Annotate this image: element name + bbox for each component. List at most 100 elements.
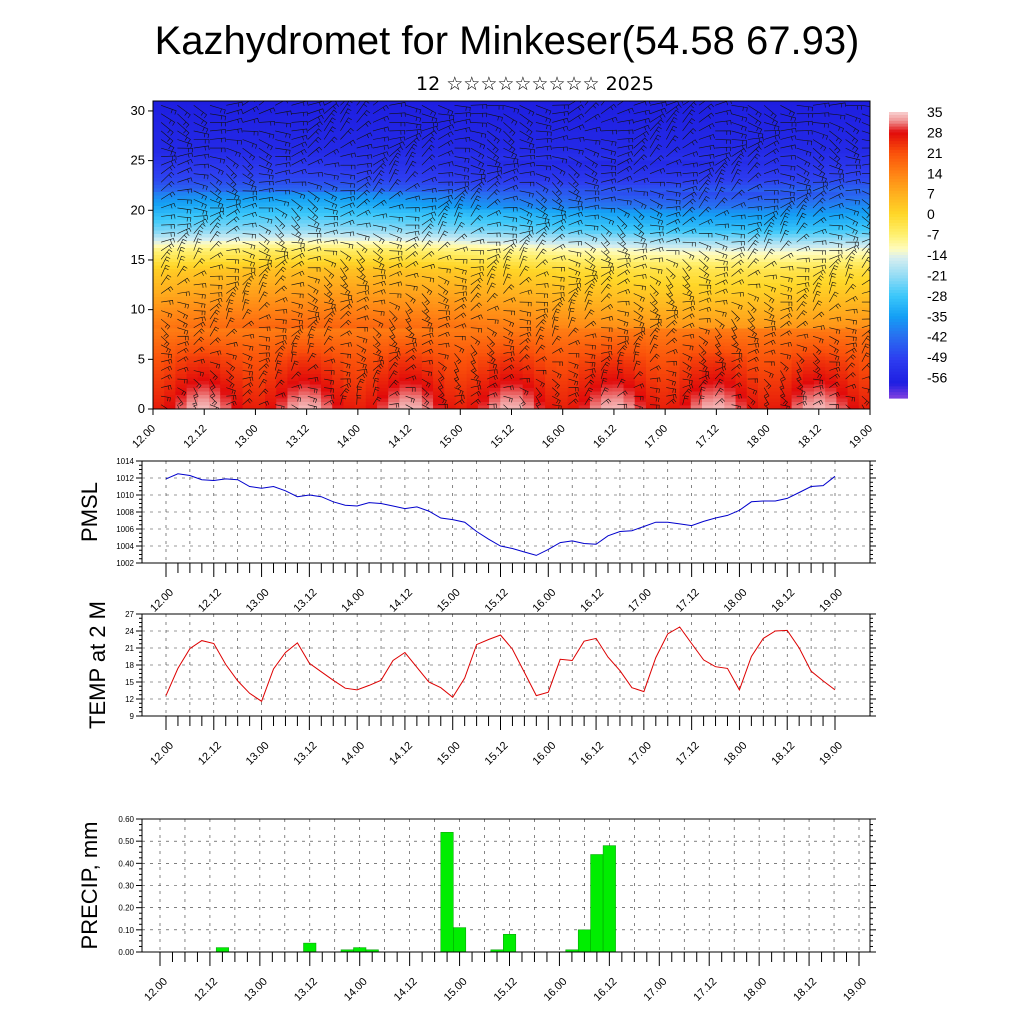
field-cell <box>153 335 165 340</box>
field-cell <box>332 213 345 218</box>
field-cell <box>253 370 266 375</box>
field-cell <box>153 370 165 375</box>
field-cell <box>489 234 501 239</box>
field-cell <box>175 150 188 155</box>
field-cell <box>298 101 311 106</box>
field-cell <box>332 164 345 169</box>
field-cell <box>220 234 233 239</box>
field-cell <box>153 216 165 221</box>
field-cell <box>477 360 490 365</box>
field-cell <box>220 111 233 116</box>
field-cell <box>433 332 445 337</box>
field-cell <box>444 297 457 302</box>
field-cell <box>377 283 389 288</box>
field-cell <box>298 346 311 351</box>
field-cell <box>253 300 266 305</box>
field-cell <box>466 360 479 365</box>
field-cell <box>164 353 177 358</box>
field-cell <box>489 293 501 298</box>
field-cell <box>365 227 378 232</box>
field-cell <box>265 377 277 382</box>
field-cell <box>477 118 490 123</box>
field-cell <box>455 122 468 127</box>
field-cell <box>399 398 412 403</box>
field-cell <box>410 356 423 361</box>
field-cell <box>444 405 457 409</box>
field-cell <box>231 157 244 162</box>
field-cell <box>209 276 221 281</box>
field-cell <box>399 178 412 183</box>
field-cell <box>253 297 266 302</box>
field-cell <box>343 132 356 137</box>
field-cell <box>287 213 300 218</box>
field-cell <box>489 108 501 113</box>
field-cell <box>231 153 244 158</box>
field-cell <box>421 223 434 228</box>
field-cell <box>444 136 457 141</box>
field-cell <box>399 185 412 190</box>
field-cell <box>287 311 300 316</box>
field-cell <box>489 111 501 116</box>
field-cell <box>321 272 333 277</box>
field-cell <box>489 391 501 396</box>
field-cell <box>466 269 479 274</box>
field-cell <box>343 356 356 361</box>
field-cell <box>444 118 457 123</box>
field-cell <box>309 209 322 214</box>
field-cell <box>153 136 165 141</box>
field-cell <box>253 160 266 165</box>
field-cell <box>399 272 412 277</box>
field-cell <box>489 311 501 316</box>
field-cell <box>265 199 277 204</box>
field-cell <box>276 290 289 295</box>
field-cell <box>186 241 199 246</box>
field-cell <box>332 118 345 123</box>
field-cell <box>253 178 266 183</box>
field-cell <box>477 206 490 211</box>
field-cell <box>298 178 311 183</box>
field-cell <box>365 136 378 141</box>
field-cell <box>332 230 345 235</box>
field-cell <box>197 367 210 372</box>
field-cell <box>287 374 300 379</box>
field-cell <box>388 199 401 204</box>
field-cell <box>175 213 188 218</box>
field-cell <box>455 146 468 151</box>
field-cell <box>186 346 199 351</box>
field-cell <box>197 136 210 141</box>
field-cell <box>253 118 266 123</box>
field-cell <box>332 307 345 312</box>
field-cell <box>444 174 457 179</box>
field-cell <box>410 188 423 193</box>
field-cell <box>332 101 345 106</box>
field-cell <box>276 146 289 151</box>
field-cell <box>321 199 333 204</box>
field-cell <box>410 206 423 211</box>
field-cell <box>332 195 345 200</box>
field-cell <box>489 129 501 134</box>
field-cell <box>477 311 490 316</box>
field-cell <box>242 174 255 179</box>
field-cell <box>197 290 210 295</box>
field-cell <box>153 115 165 120</box>
field-cell <box>433 178 445 183</box>
field-cell <box>365 122 378 127</box>
field-cell <box>388 101 401 106</box>
field-cell <box>321 251 333 256</box>
field-cell <box>164 335 177 340</box>
field-cell <box>209 118 221 123</box>
field-cell <box>455 248 468 253</box>
field-cell <box>354 195 367 200</box>
field-cell <box>242 297 255 302</box>
field-cell <box>365 255 378 260</box>
field-cell <box>399 122 412 127</box>
field-cell <box>433 290 445 295</box>
field-cell <box>197 391 210 396</box>
field-cell <box>287 251 300 256</box>
field-cell <box>197 356 210 361</box>
field-cell <box>343 402 356 407</box>
field-cell <box>242 108 255 113</box>
field-cell <box>354 185 367 190</box>
field-cell <box>164 304 177 309</box>
field-cell <box>186 178 199 183</box>
